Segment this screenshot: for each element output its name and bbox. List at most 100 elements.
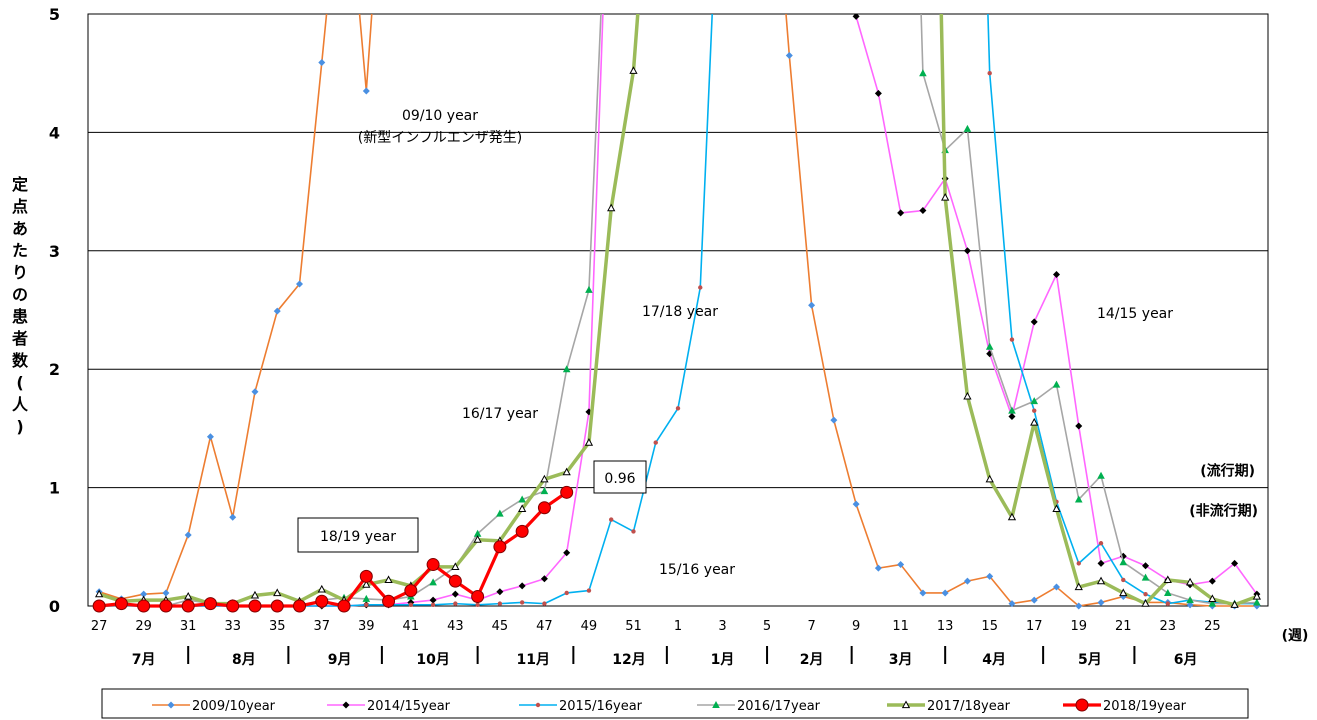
- x-axis-unit: (週): [1282, 628, 1309, 644]
- data-point: [426, 558, 440, 572]
- legend-item: 2017/18year: [887, 699, 1011, 714]
- x-tick-label: 47: [536, 619, 553, 634]
- data-point: [473, 529, 482, 537]
- legend-label: 2014/15year: [367, 699, 451, 714]
- data-point: [273, 588, 282, 597]
- data-point: [785, 51, 793, 59]
- data-point: [1119, 558, 1128, 566]
- data-point: [203, 597, 217, 611]
- legend-label: 2015/16year: [559, 699, 643, 714]
- month-label: 11月: [517, 652, 550, 668]
- legend-layer: 2009/10year 2014/15year 2015/16year 2016/17…: [101, 688, 1249, 719]
- data-point: [270, 599, 284, 613]
- data-point: [364, 602, 369, 608]
- month-label: 4月: [982, 652, 1006, 668]
- data-point: [429, 596, 437, 604]
- data-point: [1007, 512, 1017, 521]
- series-2018-19year: [92, 485, 574, 613]
- data-point: [226, 599, 240, 613]
- data-point: [562, 365, 571, 373]
- data-point: [518, 582, 526, 590]
- x-tick-label: 13: [937, 619, 954, 634]
- data-point: [1075, 422, 1083, 430]
- data-point: [519, 600, 525, 605]
- month-label: 8月: [232, 652, 256, 668]
- data-point: [114, 597, 128, 611]
- data-point: [181, 599, 195, 613]
- data-point: [698, 285, 703, 290]
- annotation-label: 16/17 year: [462, 406, 538, 422]
- data-point: [473, 535, 482, 543]
- data-point: [184, 591, 193, 600]
- y-tick-label: 4: [49, 123, 60, 142]
- data-point: [535, 702, 541, 708]
- data-point: [564, 590, 569, 596]
- series-line: [99, 14, 1257, 607]
- data-point: [1208, 577, 1216, 585]
- x-tick-label: 19: [1070, 619, 1087, 634]
- x-tick-label: 5: [763, 619, 771, 634]
- y-tick-label: 5: [49, 5, 60, 24]
- data-point: [712, 701, 720, 708]
- series-line: [99, 14, 1258, 607]
- data-point: [1074, 582, 1083, 591]
- data-point: [1008, 406, 1016, 414]
- data-point: [518, 495, 526, 503]
- data-point: [448, 574, 462, 588]
- data-point: [540, 575, 548, 583]
- data-point: [963, 577, 971, 585]
- data-point: [296, 280, 304, 288]
- data-point: [919, 207, 927, 215]
- x-tick-label: 27: [91, 619, 108, 634]
- data-point: [92, 599, 106, 613]
- data-point: [451, 590, 459, 598]
- data-point: [1052, 270, 1060, 278]
- data-point: [986, 572, 994, 580]
- x-tick-label: 49: [581, 619, 598, 634]
- data-point: [629, 66, 638, 74]
- annotation-label: (新型インフルエンザ発生): [358, 130, 523, 146]
- series-line: [98, 491, 568, 608]
- data-point: [874, 89, 882, 97]
- data-point: [919, 589, 927, 597]
- data-point: [852, 500, 860, 508]
- data-point: [1030, 318, 1038, 326]
- data-point: [1119, 588, 1128, 597]
- series-line: [98, 14, 1257, 607]
- data-point: [1097, 598, 1105, 606]
- data-point: [563, 549, 571, 557]
- legend-item: 2015/16year: [519, 699, 643, 714]
- data-point: [1164, 588, 1172, 596]
- data-point: [162, 589, 170, 597]
- data-point: [359, 569, 373, 583]
- legend-label: 2016/17year: [737, 699, 821, 714]
- data-point: [229, 513, 237, 521]
- data-point: [963, 247, 971, 255]
- x-tick-label: 51: [625, 619, 642, 634]
- data-point: [1052, 583, 1060, 591]
- data-point: [1076, 561, 1081, 566]
- data-point: [987, 71, 992, 76]
- annotation-box: [593, 460, 647, 494]
- data-point: [137, 599, 151, 613]
- data-point: [542, 601, 547, 606]
- x-tick-label: 45: [492, 619, 509, 634]
- data-point: [1008, 413, 1016, 421]
- month-label: 6月: [1174, 652, 1198, 668]
- legend-item: 2016/17year: [697, 699, 821, 714]
- non-epidemic-period-label: (非流行期): [1189, 503, 1258, 520]
- data-point: [315, 594, 329, 608]
- data-point: [518, 504, 527, 513]
- annotation-label: 17/18 year: [642, 304, 718, 320]
- x-tick-label: 23: [1160, 619, 1177, 634]
- series-line: [98, 14, 1258, 607]
- data-point: [515, 524, 529, 538]
- data-point: [429, 578, 437, 586]
- data-point: [250, 590, 260, 599]
- x-tick-label: 39: [358, 619, 375, 634]
- plot-frame: [87, 13, 1269, 607]
- data-point: [560, 485, 574, 499]
- epidemic-period-label: (流行期): [1200, 463, 1255, 480]
